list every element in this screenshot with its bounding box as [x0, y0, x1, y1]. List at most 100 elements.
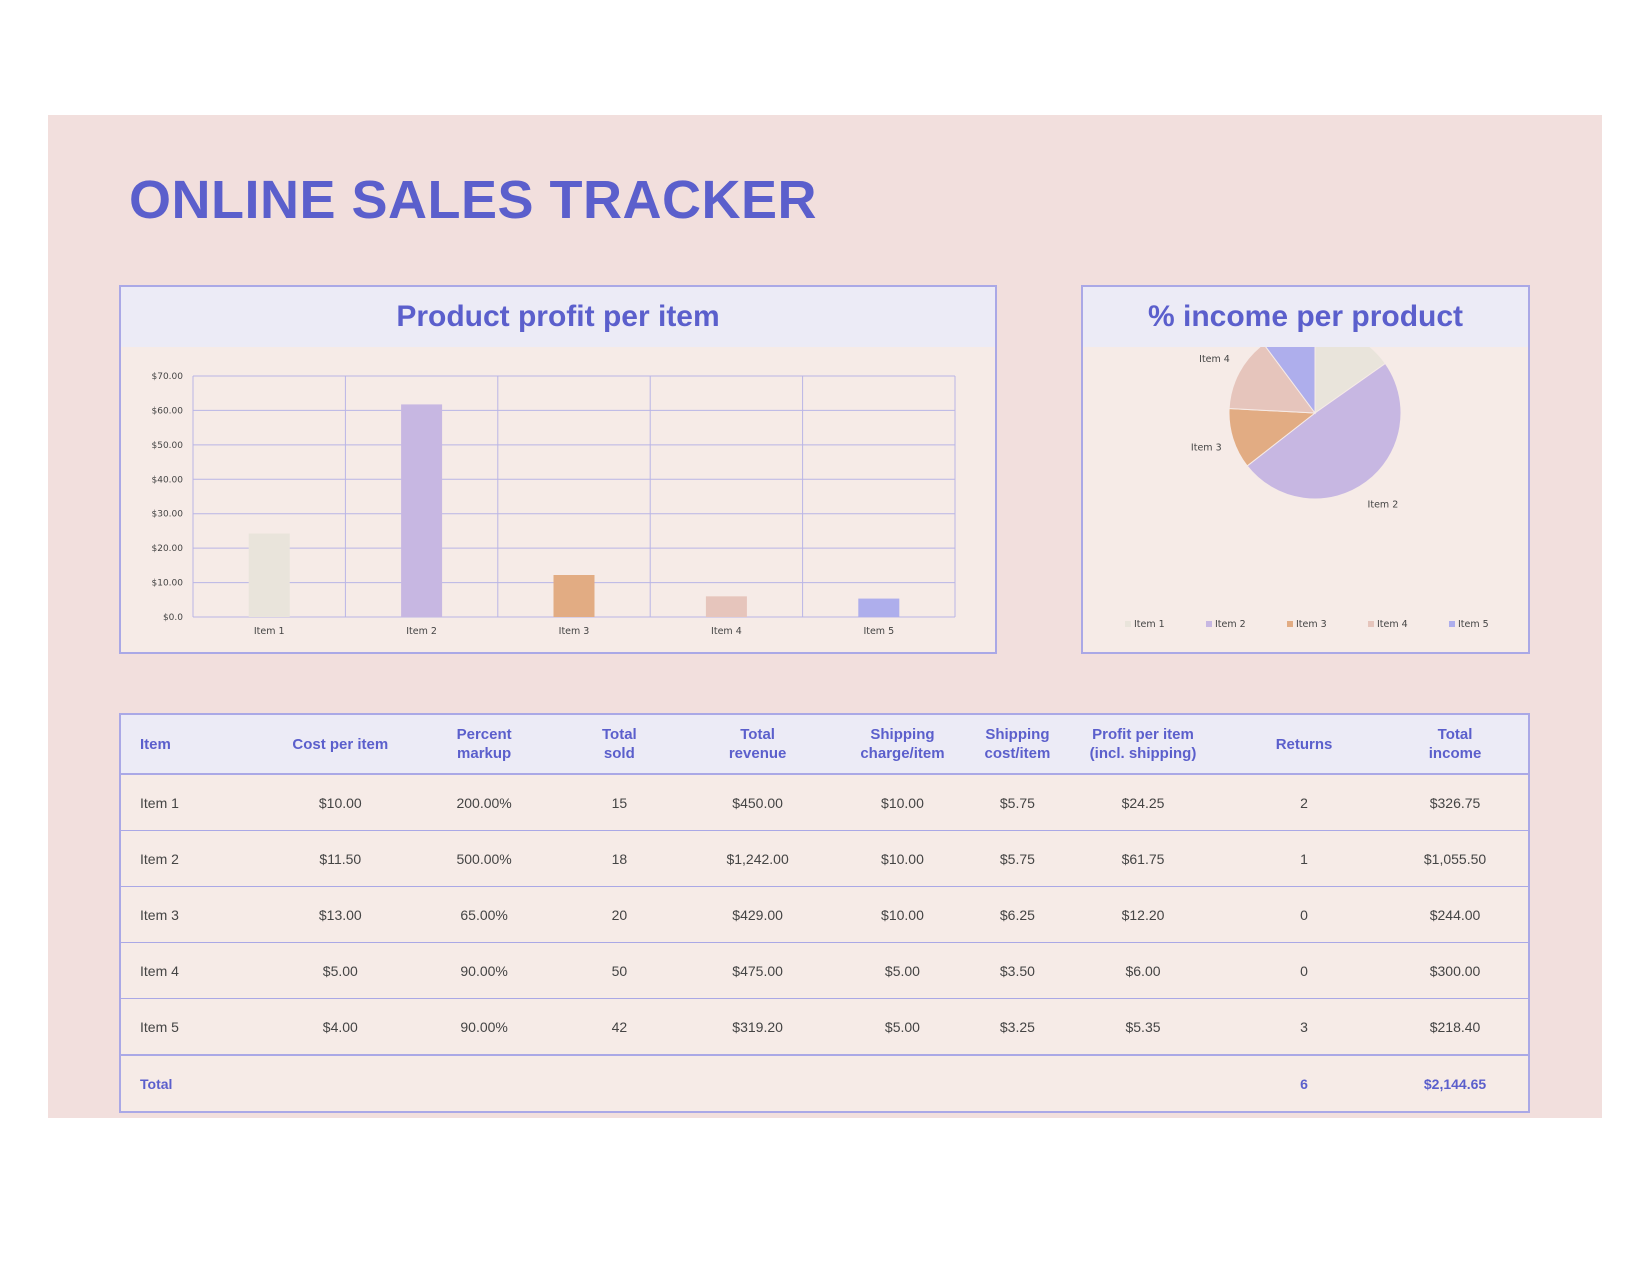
column-header: Total sold	[553, 714, 686, 775]
y-tick-label: $0.0	[163, 613, 183, 623]
column-header-text: Total	[740, 726, 775, 743]
table-cell: $6.25	[974, 886, 1060, 943]
column-header: Item	[120, 714, 266, 775]
table-cell: 1	[1226, 830, 1383, 887]
column-header-text: Shipping	[870, 726, 935, 743]
y-tick-label: $50.00	[152, 441, 184, 451]
income-pie-chart-card: % income per product Item 1 Item 2 Item 3 I…	[1081, 285, 1530, 654]
table-cell: $5.00	[830, 998, 975, 1056]
column-header-text: Total	[1437, 726, 1473, 743]
column-header-text: Total	[601, 726, 637, 743]
y-tick-label: $40.00	[152, 475, 184, 485]
column-header-text: income	[1428, 745, 1482, 762]
column-header-text: sold	[603, 745, 635, 762]
table-cell: $1,055.50	[1382, 830, 1529, 887]
column-header-text: Returns	[1275, 735, 1333, 753]
column-header: Cost per item	[265, 714, 415, 775]
total-cell	[414, 1054, 554, 1112]
table-cell: $5.35	[1059, 998, 1227, 1056]
x-tick-label: Item 3	[559, 626, 590, 637]
total-cell	[685, 1054, 831, 1112]
table-cell: 2	[1226, 774, 1383, 831]
table-row: Item 3 $13.00 65.00% 20 $429.00 $10.00 $6.25 $1…	[120, 886, 1529, 943]
table-cell: $326.75	[1382, 774, 1529, 831]
legend-swatch	[1368, 621, 1374, 627]
table-cell: $13.00	[265, 886, 415, 943]
table-cell: 50	[553, 942, 686, 999]
table-cell: 90.00%	[414, 998, 554, 1056]
pie-label: Item 3	[1191, 442, 1222, 453]
table-cell: 18	[553, 830, 686, 887]
table-cell: 90.00%	[414, 942, 554, 999]
y-tick-label: $10.00	[152, 579, 184, 589]
table-cell: $429.00	[685, 886, 831, 943]
y-tick-label: $30.00	[152, 510, 184, 520]
y-tick-label: $20.00	[152, 544, 184, 554]
table-cell: $6.00	[1059, 942, 1227, 999]
pie-slice	[1246, 362, 1402, 500]
pie-chart-title: % income per product	[1083, 287, 1528, 347]
table-cell: $61.75	[1059, 830, 1227, 887]
pie-label: Item 4	[1199, 354, 1230, 365]
legend-swatch	[1125, 621, 1131, 627]
total-cell	[553, 1054, 686, 1112]
pie-label: Item 2	[1368, 500, 1399, 511]
page-title: ONLINE SALES TRACKER	[129, 170, 818, 230]
legend-label: Item 2	[1215, 619, 1246, 630]
table-cell: $300.00	[1382, 942, 1529, 999]
total-row: Total 6 $2,144.65	[120, 1054, 1529, 1112]
column-header-text: markup	[457, 745, 512, 762]
bar	[401, 404, 443, 617]
table-cell: Item 5	[120, 998, 266, 1056]
legend-swatch	[1449, 621, 1455, 627]
bar	[553, 574, 595, 617]
column-header: Shipping charge/item	[830, 714, 975, 775]
column-header: Percent markup	[414, 714, 554, 775]
bar	[705, 596, 747, 617]
table-cell: 0	[1226, 886, 1383, 943]
table-row: Item 2 $11.50 500.00% 18 $1,242.00 $10.00 $5.7…	[120, 830, 1529, 887]
column-header-text: (incl. shipping)	[1089, 745, 1197, 762]
y-tick-label: $60.00	[152, 406, 184, 416]
table-cell: $24.25	[1059, 774, 1227, 831]
table-cell: $5.00	[830, 942, 975, 999]
total-cell	[830, 1054, 975, 1112]
x-tick-label: Item 1	[254, 626, 285, 637]
table-cell: 65.00%	[414, 886, 554, 943]
column-header: Profit per item (incl. shipping)	[1059, 714, 1227, 775]
column-header-text: revenue	[728, 745, 787, 762]
bar-chart-title: Product profit per item	[121, 287, 995, 347]
column-header-text: cost/item	[984, 745, 1051, 762]
table-cell: $10.00	[265, 774, 415, 831]
total-cell: Total	[120, 1054, 266, 1112]
column-header-text: Percent	[456, 726, 512, 743]
table-cell: 3	[1226, 998, 1383, 1056]
x-tick-label: Item 4	[711, 626, 742, 637]
column-header-text: Profit per item	[1092, 726, 1194, 743]
table-cell: $475.00	[685, 942, 831, 999]
table-cell: $5.75	[974, 774, 1060, 831]
legend-label: Item 5	[1458, 619, 1489, 630]
profit-bar-chart: $0.0 $10.00 $20.00 $30.00 $40.00 $50.00 $60.00…	[152, 372, 956, 637]
table-cell: Item 4	[120, 942, 266, 999]
table-cell: $319.20	[685, 998, 831, 1056]
table-cell: $450.00	[685, 774, 831, 831]
table-cell: 500.00%	[414, 830, 554, 887]
total-cell: 6	[1226, 1054, 1383, 1112]
legend-label: Item 4	[1377, 619, 1408, 630]
total-cell	[265, 1054, 415, 1112]
column-header-text: Item	[140, 735, 171, 753]
table-row: Item 1 $10.00 200.00% 15 $450.00 $10.00 $5.75 $…	[120, 774, 1529, 831]
legend-label: Item 1	[1134, 619, 1165, 630]
table-cell: $3.25	[974, 998, 1060, 1056]
legend-swatch	[1206, 621, 1212, 627]
table-cell: Item 3	[120, 886, 266, 943]
table-cell: $3.50	[974, 942, 1060, 999]
table-cell: $4.00	[265, 998, 415, 1056]
column-header: Total income	[1382, 714, 1529, 775]
table-cell: $10.00	[830, 886, 975, 943]
column-header: Total revenue	[685, 714, 831, 775]
y-tick-label: $70.00	[152, 372, 184, 382]
column-header-text: Cost per item	[292, 735, 389, 753]
